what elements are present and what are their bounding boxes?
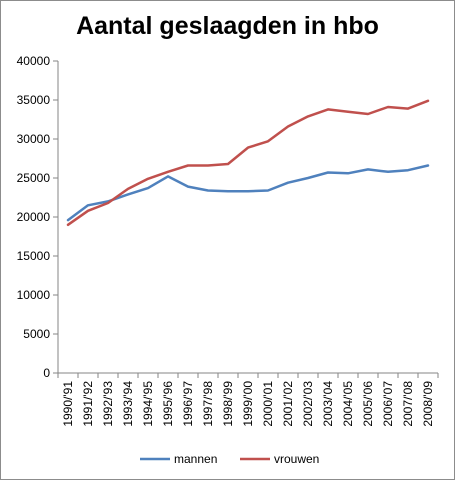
legend-label-vrouwen: vrouwen: [274, 452, 319, 466]
y-tick-label: 30000: [17, 132, 51, 146]
y-tick-label: 35000: [17, 93, 51, 107]
x-tick-label: 1996/'97: [181, 381, 195, 427]
x-tick-label: 1994/'95: [141, 381, 155, 427]
x-tick-label: 2006/'07: [381, 381, 395, 427]
y-tick-label: 0: [43, 366, 50, 380]
y-tick-label: 5000: [23, 327, 50, 341]
series-line-mannen: [66, 164, 430, 222]
y-tick-label: 15000: [17, 249, 51, 263]
x-tick-label: 2005/'06: [361, 381, 375, 427]
x-tick-label: 2008/'09: [421, 381, 435, 427]
x-tick-label: 1990/'91: [61, 381, 75, 427]
x-tick-label: 1997/'98: [201, 381, 215, 427]
x-tick-label: 2003/'04: [321, 381, 335, 427]
x-tick-label: 1993/'94: [121, 381, 135, 427]
series-line-vrouwen: [66, 99, 430, 227]
y-tick-label: 10000: [17, 288, 51, 302]
x-tick-label: 1991/'92: [81, 381, 95, 427]
x-tick-label: 2001/'02: [281, 381, 295, 427]
x-tick-label: 1998/'99: [221, 381, 235, 427]
x-tick-label: 1999/'00: [241, 381, 255, 427]
chart-axes: [53, 60, 439, 378]
x-tick-label: 2007/'08: [401, 381, 415, 427]
x-tick-labels: 1990/'91 1991/'92 1992/'93 1993/'94 1994/'95…: [61, 381, 435, 427]
x-tick-label: 2000/'01: [261, 381, 275, 427]
legend-label-mannen: mannen: [174, 452, 217, 466]
x-tick-label: 2002/'03: [301, 381, 315, 427]
legend: mannen vrouwen: [140, 452, 319, 466]
y-tick-label: 40000: [17, 54, 51, 68]
series-lines: [66, 99, 430, 227]
x-tick-label: 2004/'05: [341, 381, 355, 427]
y-tick-label: 25000: [17, 171, 51, 185]
x-tick-label: 1992/'93: [101, 381, 115, 427]
chart-title: Aantal geslaagden in hbo: [76, 12, 379, 40]
y-tick-labels: 0 5000 10000 15000 20000 25000 30000 35000 40000: [17, 54, 51, 380]
x-tick-label: 1995/'96: [161, 381, 175, 427]
y-tick-label: 20000: [17, 210, 51, 224]
